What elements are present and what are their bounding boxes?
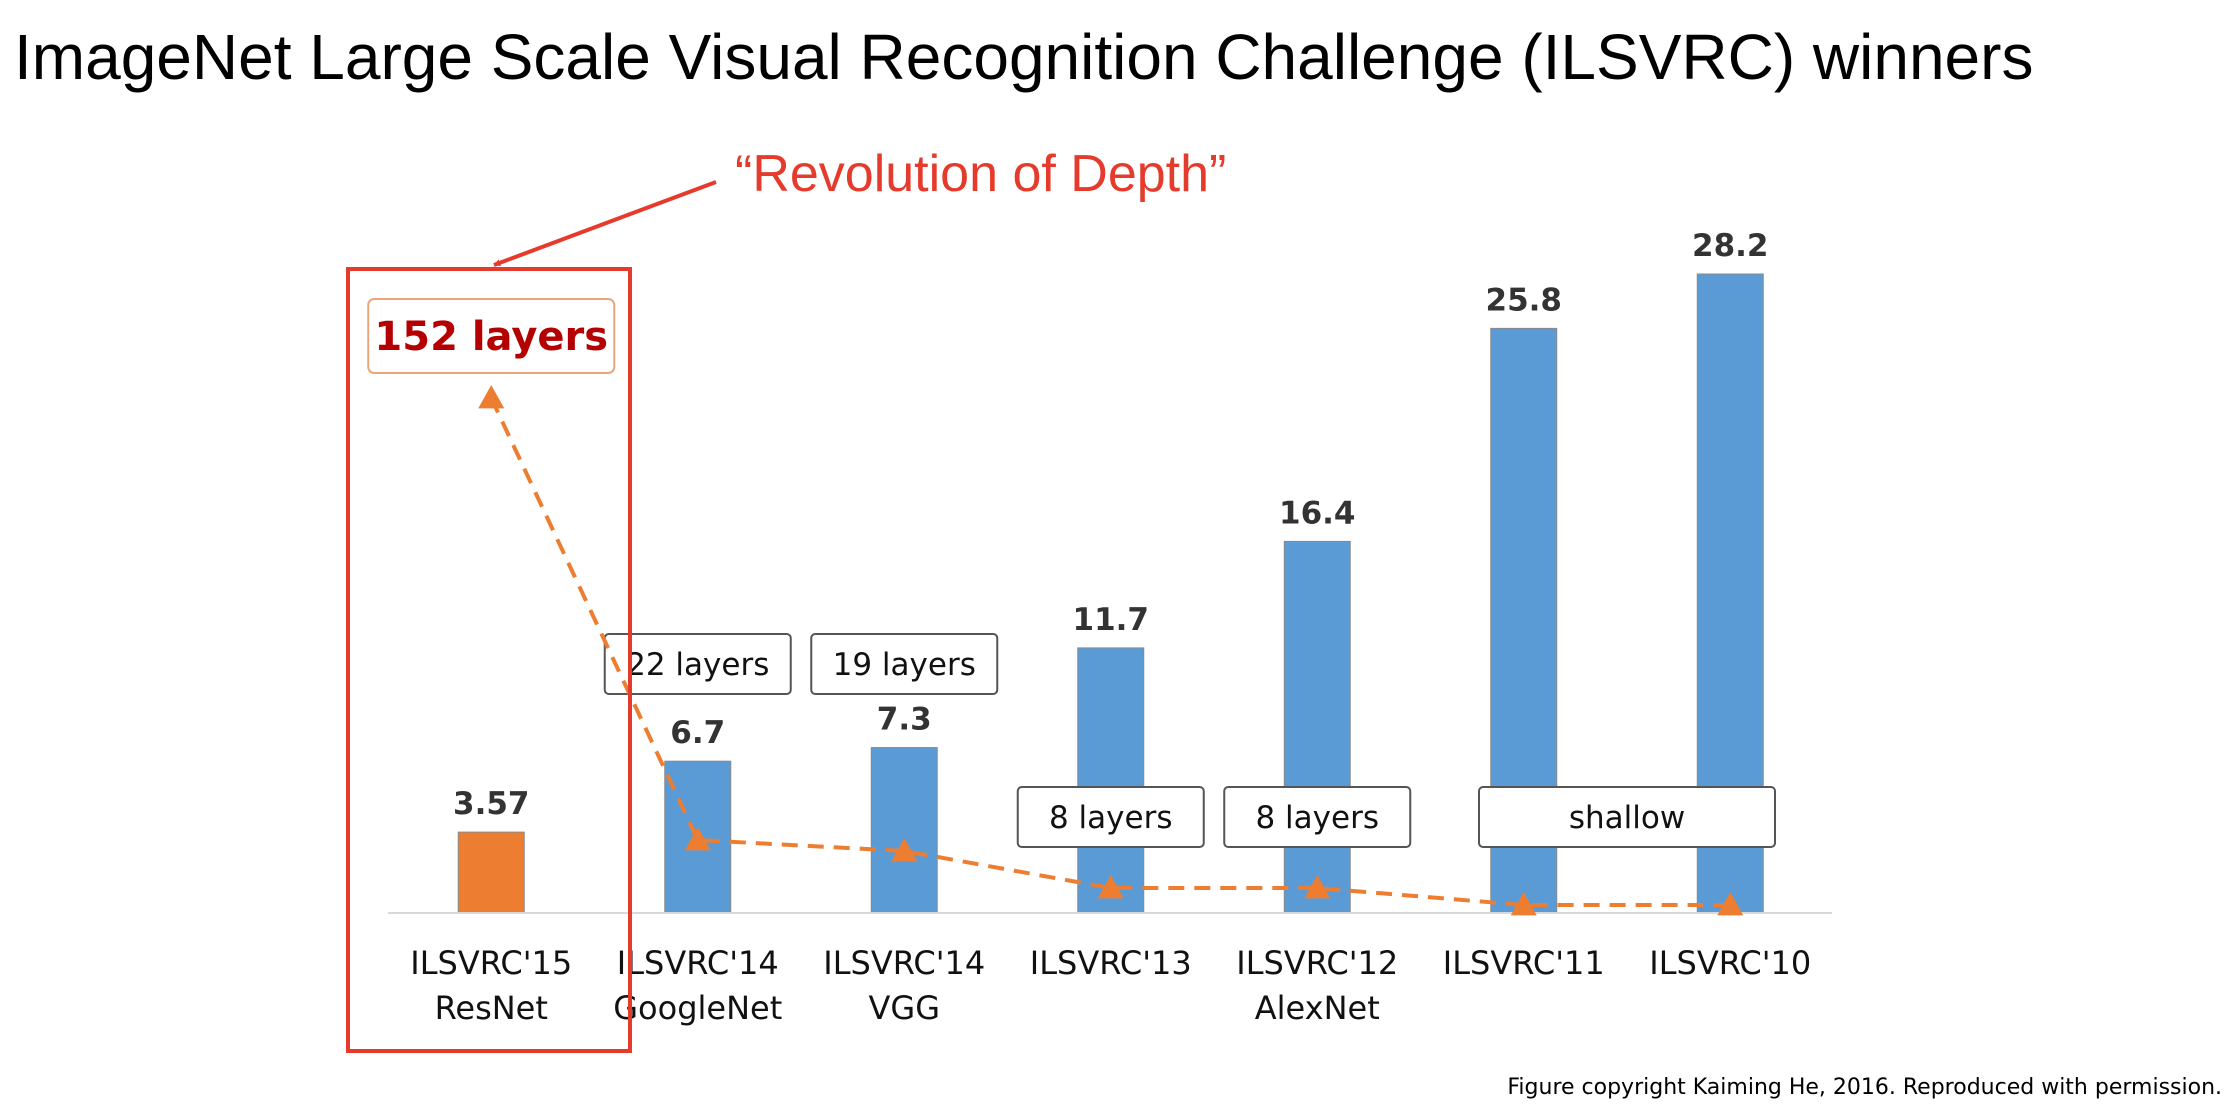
depth-box-shallow-5 [1478,786,1776,848]
tick-label-ilsvrc-13: ILSVRC'13 [1030,944,1192,982]
tick-label-ilsvrc-15: ILSVRC'15 [410,944,572,982]
bar-ilsvrc-14-vgg [870,747,938,914]
depth-box-8-layers-4 [1223,786,1412,848]
depth-marker-ilsvrc-14-vgg [891,838,918,862]
tick-label-ilsvrc-14: ILSVRC'14 [617,944,779,982]
depth-label-152-layers-0: 152 layers [374,314,608,360]
revolution-of-depth-annotation: “Revolution of Depth” [735,145,1227,203]
depth-box-152-layers-0 [367,298,616,374]
tick-label-resnet: ResNet [435,989,548,1027]
tick-label-alexnet: AlexNet [1255,989,1380,1027]
depth-label-8-layers-3: 8 layers [1049,800,1173,836]
value-label-ilsvrc-14-googlenet: 6.7 [670,715,725,751]
tick-label-ilsvrc-12: ILSVRC'12 [1236,944,1398,982]
depth-marker-ilsvrc-14-googlenet [684,827,711,851]
tick-label-vgg: VGG [869,989,940,1027]
depth-marker-ilsvrc-11 [1510,892,1537,916]
tick-label-googlenet: GoogleNet [613,989,782,1027]
tick-label-ilsvrc-10: ILSVRC'10 [1649,944,1811,982]
tick-label-ilsvrc-11: ILSVRC'11 [1443,944,1605,982]
value-label-ilsvrc-13: 11.7 [1073,602,1150,638]
value-label-ilsvrc-11: 25.8 [1486,282,1563,318]
depth-marker-ilsvrc-10 [1717,892,1744,916]
depth-box-19-layers-2 [810,633,999,695]
depth-marker-ilsvrc-13 [1097,875,1124,899]
depth-label-22-layers-1: 22 layers [626,647,769,683]
depth-marker-ilsvrc-12-alexnet [1304,875,1331,899]
depth-label-8-layers-4: 8 layers [1255,800,1379,836]
value-label-ilsvrc-10: 28.2 [1692,228,1769,264]
value-label-ilsvrc-15-resnet: 3.57 [453,786,530,822]
value-label-ilsvrc-14-vgg: 7.3 [877,702,932,738]
bar-ilsvrc-12-alexnet [1283,540,1351,914]
bar-ilsvrc-13 [1077,647,1145,914]
figure-copyright: Figure copyright Kaiming He, 2016. Repro… [1507,1075,2222,1100]
depth-box-22-layers-1 [603,633,792,695]
tick-label-ilsvrc-14: ILSVRC'14 [823,944,985,982]
depth-box-8-layers-3 [1016,786,1205,848]
depth-label-shallow-5: shallow [1569,800,1685,836]
revolution-of-depth-arrow [493,180,717,267]
value-label-ilsvrc-12-alexnet: 16.4 [1279,495,1356,531]
depth-marker-ilsvrc-15-resnet [478,385,505,409]
depth-label-19-layers-2: 19 layers [833,647,976,683]
resnet-highlight-box [346,267,632,1053]
bar-ilsvrc-15-resnet [457,831,525,914]
slide-title: ImageNet Large Scale Visual Recognition … [14,21,2034,93]
